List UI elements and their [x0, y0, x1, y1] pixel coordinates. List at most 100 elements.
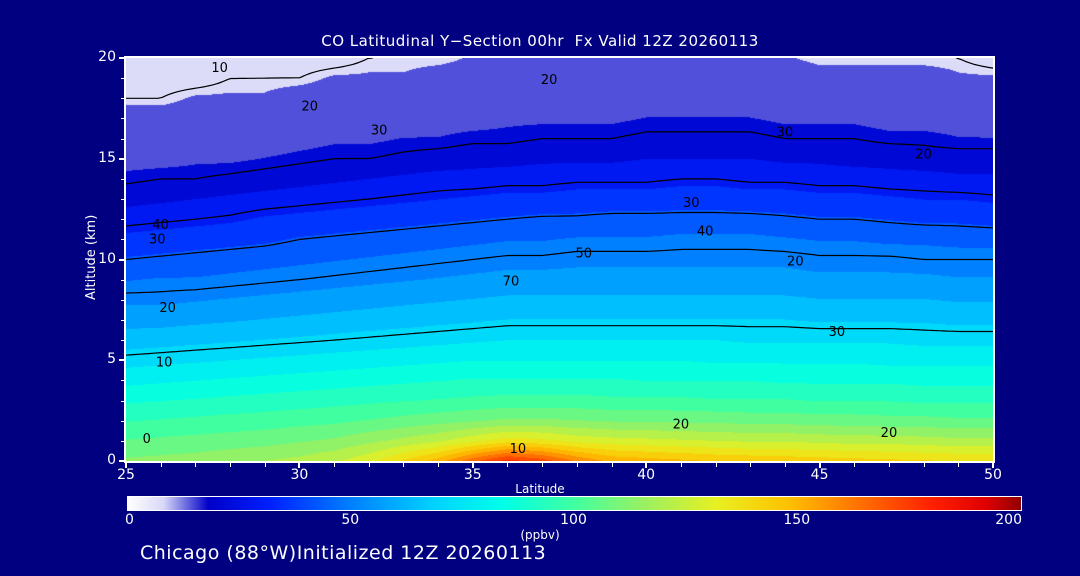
- y-minor-tick: [121, 178, 124, 180]
- contour-label: 0: [143, 432, 151, 447]
- y-axis-label: Altitude (km): [84, 214, 99, 300]
- contour-label: 30: [371, 124, 388, 139]
- y-minor-tick: [121, 239, 124, 241]
- x-minor-tick: [334, 463, 336, 467]
- y-minor-tick: [121, 340, 124, 342]
- y-minor-tick: [121, 380, 124, 382]
- y-minor-tick: [121, 440, 124, 442]
- y-minor-tick: [121, 199, 124, 201]
- y-tick-label-20: 20: [98, 49, 116, 65]
- x-tick-mark: [818, 463, 821, 468]
- y-tick-label-10: 10: [98, 250, 116, 267]
- contour-label: 20: [302, 99, 319, 114]
- colorbar-tick-200: 200: [995, 512, 1022, 528]
- y-minor-tick: [121, 219, 124, 221]
- y-tick-mark: [119, 460, 124, 462]
- y-tick-label-5: 5: [107, 351, 116, 368]
- x-minor-tick: [403, 463, 405, 467]
- x-minor-tick: [715, 463, 717, 467]
- x-tick-mark: [645, 463, 648, 468]
- contour-lines: [126, 58, 993, 356]
- x-minor-tick: [230, 463, 232, 467]
- y-tick-mark: [119, 359, 124, 362]
- x-minor-tick: [923, 463, 925, 467]
- colorbar-tick-150: 150: [783, 512, 811, 528]
- x-tick-label-40: 40: [637, 467, 656, 483]
- x-minor-tick: [750, 463, 752, 467]
- x-axis-label: Latitude: [515, 482, 565, 496]
- contour-label: 20: [915, 148, 932, 163]
- y-minor-tick: [121, 279, 124, 281]
- x-minor-tick: [368, 463, 370, 467]
- x-tick-mark: [992, 463, 994, 468]
- contour-label: 20: [787, 255, 804, 270]
- contour-label: 20: [881, 426, 898, 441]
- contour-label: 20: [159, 301, 176, 316]
- contour-level-10: [126, 58, 993, 99]
- plot-area: 10 20 20 30 30 30 40 40 30 20 10 0 70 50 20 20 30 20 10 20: [124, 56, 995, 463]
- co-concentration-raster: [126, 58, 993, 461]
- x-minor-tick: [576, 463, 578, 467]
- y-tick-mark: [119, 258, 124, 261]
- contour-label: 30: [683, 196, 700, 211]
- y-tick-label-0: 0: [107, 452, 116, 468]
- contour-label: 20: [673, 418, 690, 433]
- contour-level-40: [126, 211, 993, 261]
- y-minor-tick: [121, 400, 124, 402]
- x-tick-mark: [471, 463, 474, 468]
- page-title: CO Latitudinal Y−Section 00hr Fx Valid 1…: [321, 32, 759, 50]
- colorbar-tick-0: 0: [125, 512, 134, 528]
- y-minor-tick: [121, 118, 124, 120]
- y-tick-label-15: 15: [98, 149, 116, 166]
- x-tick-label-50: 50: [984, 467, 1002, 483]
- contour-label: 10: [510, 442, 527, 457]
- x-minor-tick: [958, 463, 960, 467]
- x-minor-tick: [160, 463, 162, 467]
- y-minor-tick: [121, 299, 124, 301]
- contour-label: 50: [576, 246, 593, 261]
- contour-label: 40: [152, 218, 169, 233]
- contour-label: 20: [541, 73, 558, 88]
- y-minor-tick: [121, 420, 124, 422]
- x-minor-tick: [264, 463, 266, 467]
- y-minor-tick: [121, 138, 124, 140]
- y-minor-tick: [121, 78, 124, 80]
- x-minor-tick: [611, 463, 613, 467]
- x-tick-label-35: 35: [463, 467, 482, 483]
- contour-level-30: [126, 178, 993, 227]
- y-minor-tick: [121, 319, 124, 321]
- x-minor-tick: [542, 463, 544, 467]
- x-minor-tick: [195, 463, 197, 467]
- contour-label: 40: [697, 224, 714, 239]
- x-minor-tick: [507, 463, 509, 467]
- y-tick-mark: [119, 157, 124, 160]
- x-tick-mark: [125, 463, 127, 468]
- x-tick-label-25: 25: [117, 467, 135, 483]
- contour-label: 10: [211, 61, 228, 76]
- y-tick-mark: [119, 57, 124, 59]
- x-minor-tick: [854, 463, 856, 467]
- contour-label: 10: [156, 355, 173, 370]
- x-minor-tick: [888, 463, 890, 467]
- contour-label: 30: [149, 232, 166, 247]
- colorbar-tick-100: 100: [560, 512, 587, 528]
- x-minor-tick: [438, 463, 440, 467]
- footer-label: Chicago (88°W)Initialized 12Z 20260113: [140, 542, 547, 564]
- contour-level-50: [126, 248, 993, 294]
- contour-label: 70: [503, 275, 520, 290]
- x-tick-label-30: 30: [290, 467, 309, 483]
- contour-level-70: [126, 325, 993, 356]
- x-tick-mark: [298, 463, 301, 468]
- contour-label: 30: [777, 126, 794, 141]
- colorbar-unit-label: (ppbv): [520, 528, 560, 542]
- contour-level-20: [126, 131, 993, 185]
- contour-label: 30: [829, 325, 846, 340]
- colorbar: [127, 496, 1022, 511]
- x-tick-label-45: 45: [810, 467, 829, 483]
- x-minor-tick: [784, 463, 786, 467]
- x-minor-tick: [680, 463, 682, 467]
- colorbar-tick-50: 50: [341, 512, 360, 528]
